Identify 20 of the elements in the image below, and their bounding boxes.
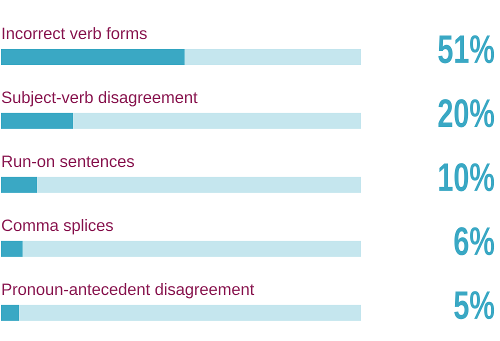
bar — [1, 304, 19, 321]
bar — [22, 240, 362, 257]
data-label: 5% — [454, 291, 494, 320]
bar — [1, 240, 23, 257]
bar — [37, 176, 362, 193]
y-tick-label: Pronoun-antecedent disagreement — [2, 283, 254, 298]
bar — [1, 112, 73, 129]
y-tick-label: Comma splices — [2, 219, 113, 234]
data-label: 51% — [438, 35, 494, 64]
data-label: 6% — [454, 227, 494, 256]
bar — [1, 176, 37, 193]
bar — [19, 304, 362, 321]
y-tick-label: Run-on sentences — [2, 156, 134, 168]
bar — [73, 112, 362, 129]
bar — [1, 48, 185, 65]
y-tick-label: Incorrect verb forms — [2, 27, 147, 40]
data-label: 10% — [439, 163, 494, 192]
data-label: 20% — [438, 99, 494, 128]
y-tick-label: Subject-verb disagreement — [2, 91, 198, 106]
bar — [184, 48, 362, 65]
